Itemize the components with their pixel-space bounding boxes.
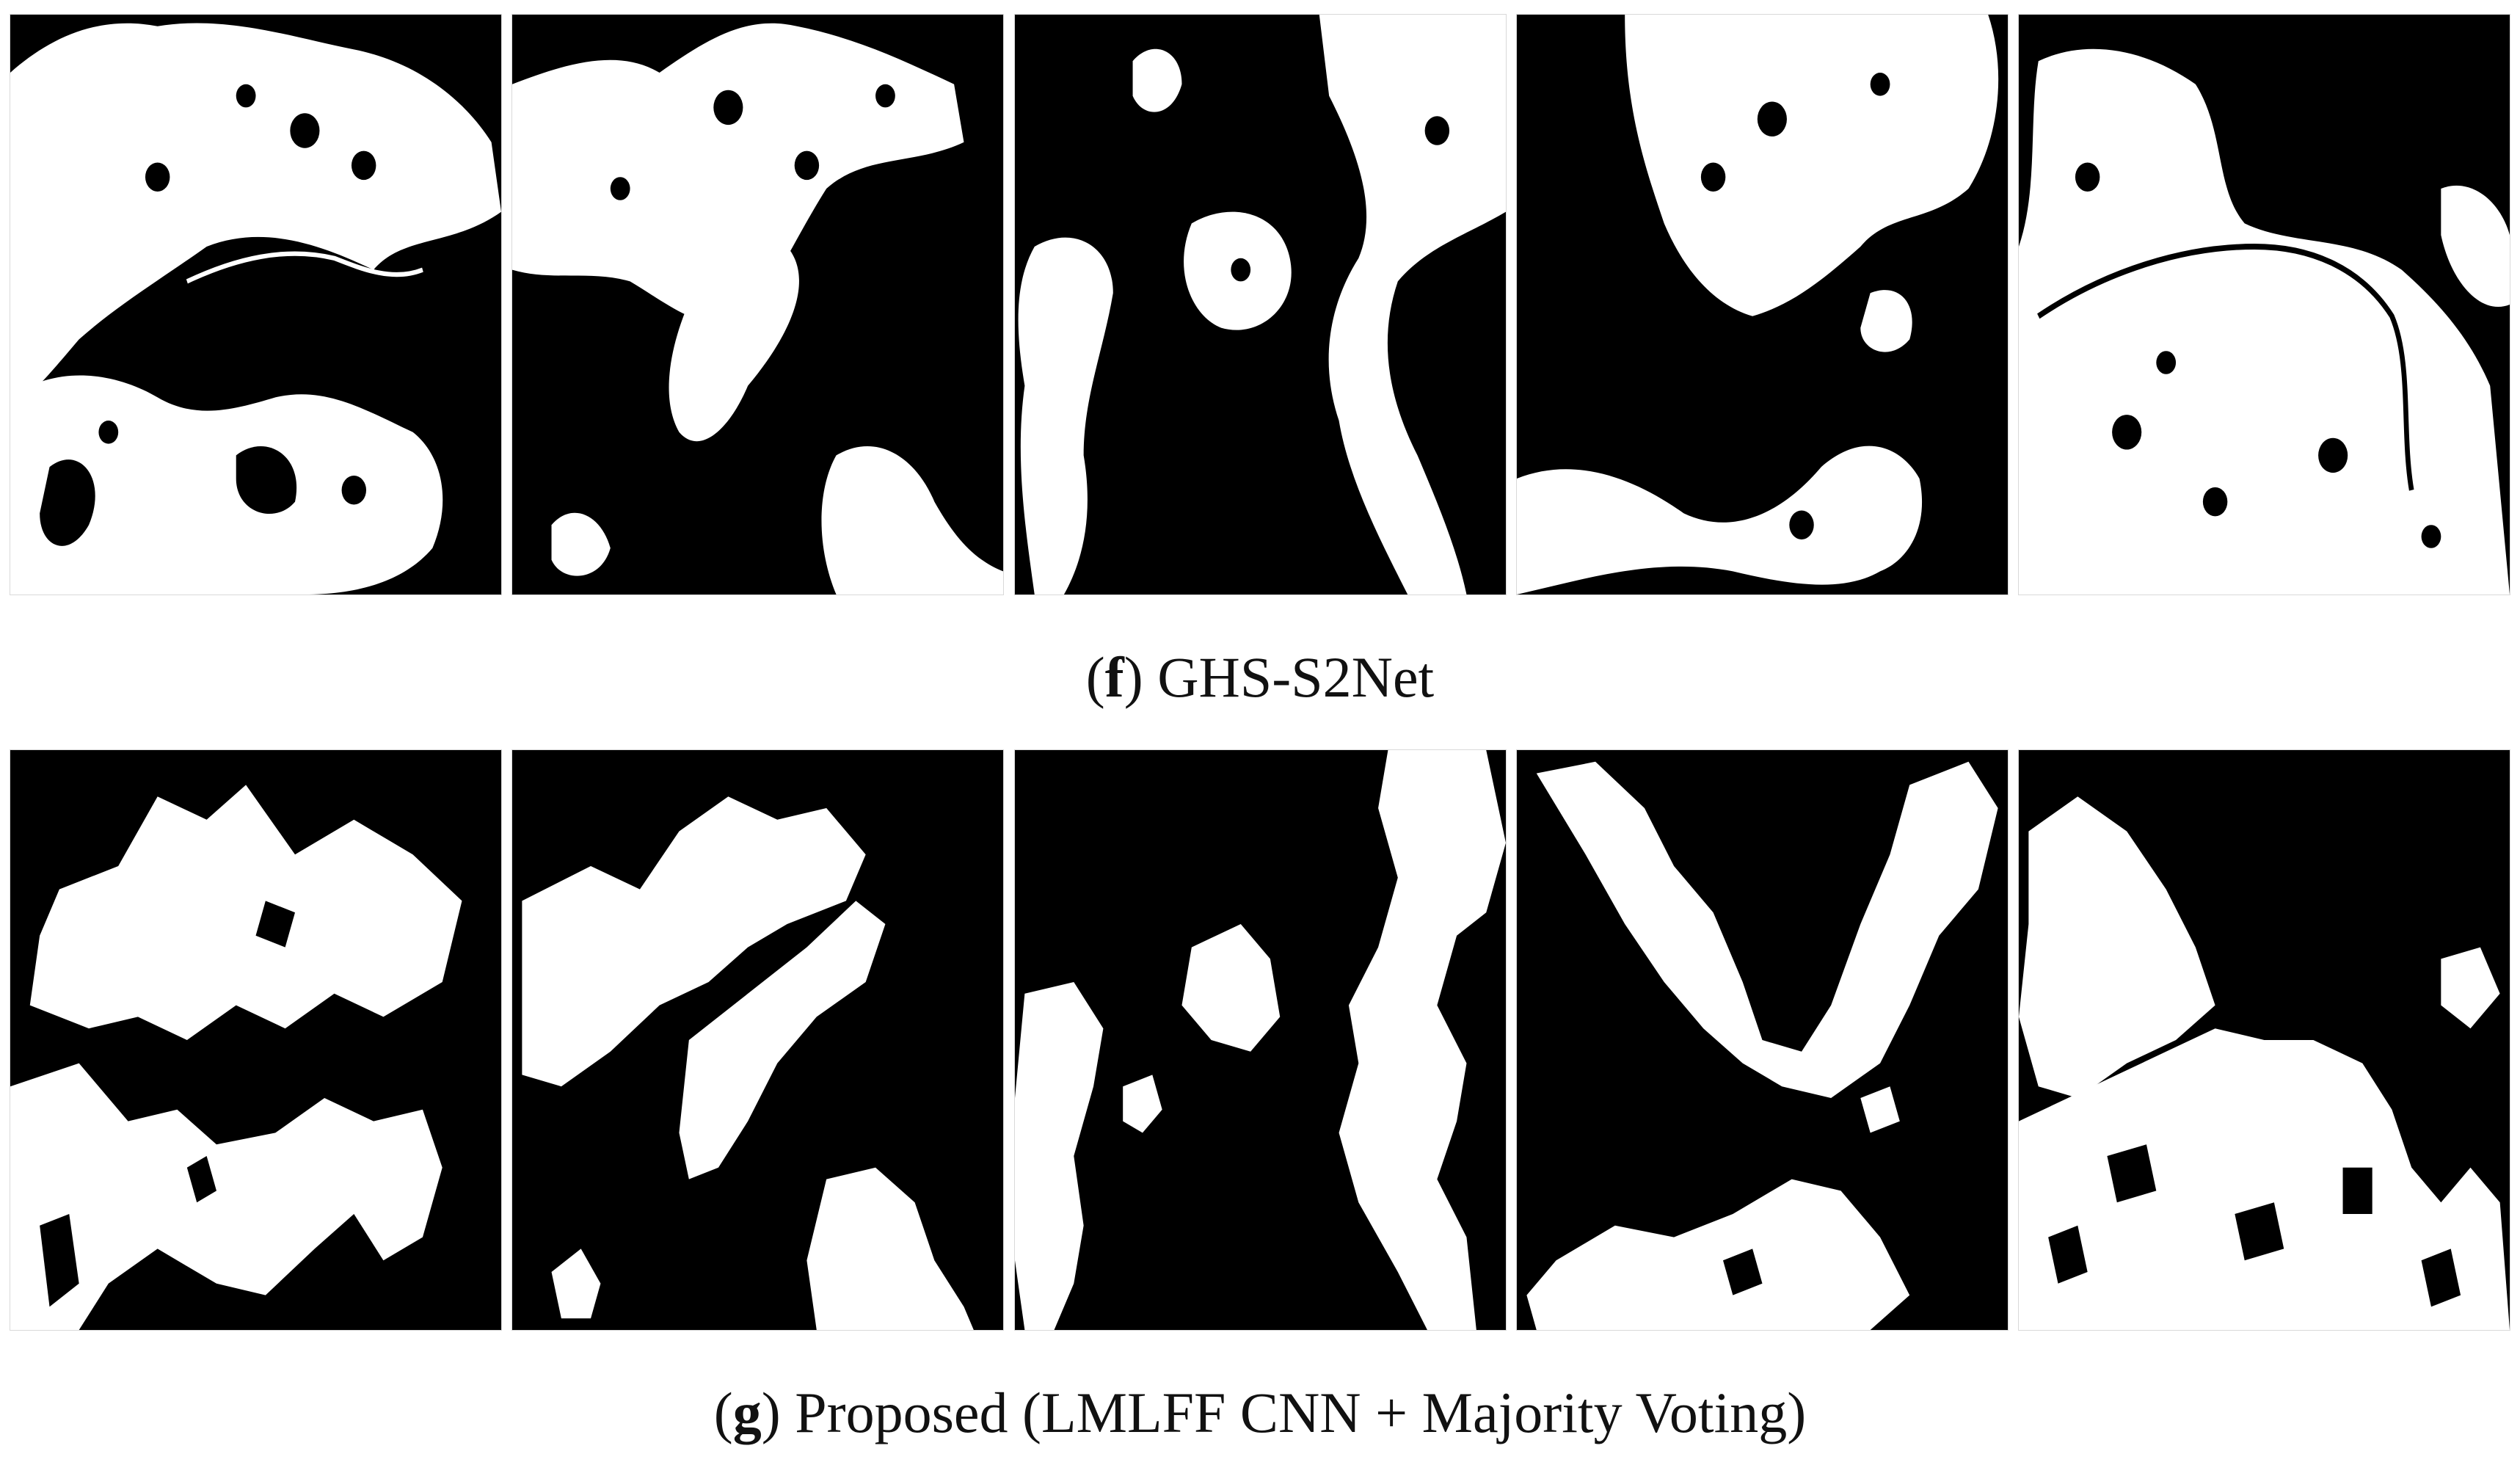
map-panel-g-4 [1516,750,2008,1330]
built-up-map-f-2 [512,23,1004,595]
built-up-map-g-2 [522,796,975,1330]
map-panel-g-3 [1014,750,1506,1330]
map-panel-f-5 [2019,15,2510,595]
built-up-map-g-3 [1014,750,1506,1330]
caption-g-open: ( [713,1381,733,1444]
built-up-map-g-4 [1526,761,1998,1330]
built-up-map-f-3 [1018,15,1506,595]
caption-g-letter: g [732,1381,762,1444]
caption-f-letter: f [1104,645,1124,709]
built-up-map-f-1 [10,23,501,595]
map-panel-g-1 [10,750,501,1330]
caption-g: (g) Proposed (LMLFF CNN + Majority Votin… [0,1380,2520,1446]
map-panel-f-3 [1014,15,1506,595]
caption-g-close: ) [761,1381,781,1444]
caption-g-text: Proposed (LMLFF CNN + Majority Voting) [780,1381,1807,1444]
map-panel-f-2 [512,15,1004,595]
map-panel-f-1 [10,15,501,595]
map-panel-f-4 [1516,15,2008,595]
caption-f-close: ) [1124,645,1143,709]
built-up-map-g-1 [10,785,462,1330]
map-panel-g-2 [512,750,1004,1330]
built-up-map-f-4 [1516,15,1998,595]
built-up-map-f-5 [2019,48,2510,595]
built-up-map-g-5 [2019,796,2510,1330]
map-panel-g-5 [2019,750,2510,1330]
caption-f-open: ( [1085,645,1105,709]
caption-f: (f) GHS-S2Net [0,644,2520,710]
row-f-maps [10,15,2510,595]
caption-f-text: GHS-S2Net [1143,645,1435,709]
row-g-maps [10,750,2510,1330]
